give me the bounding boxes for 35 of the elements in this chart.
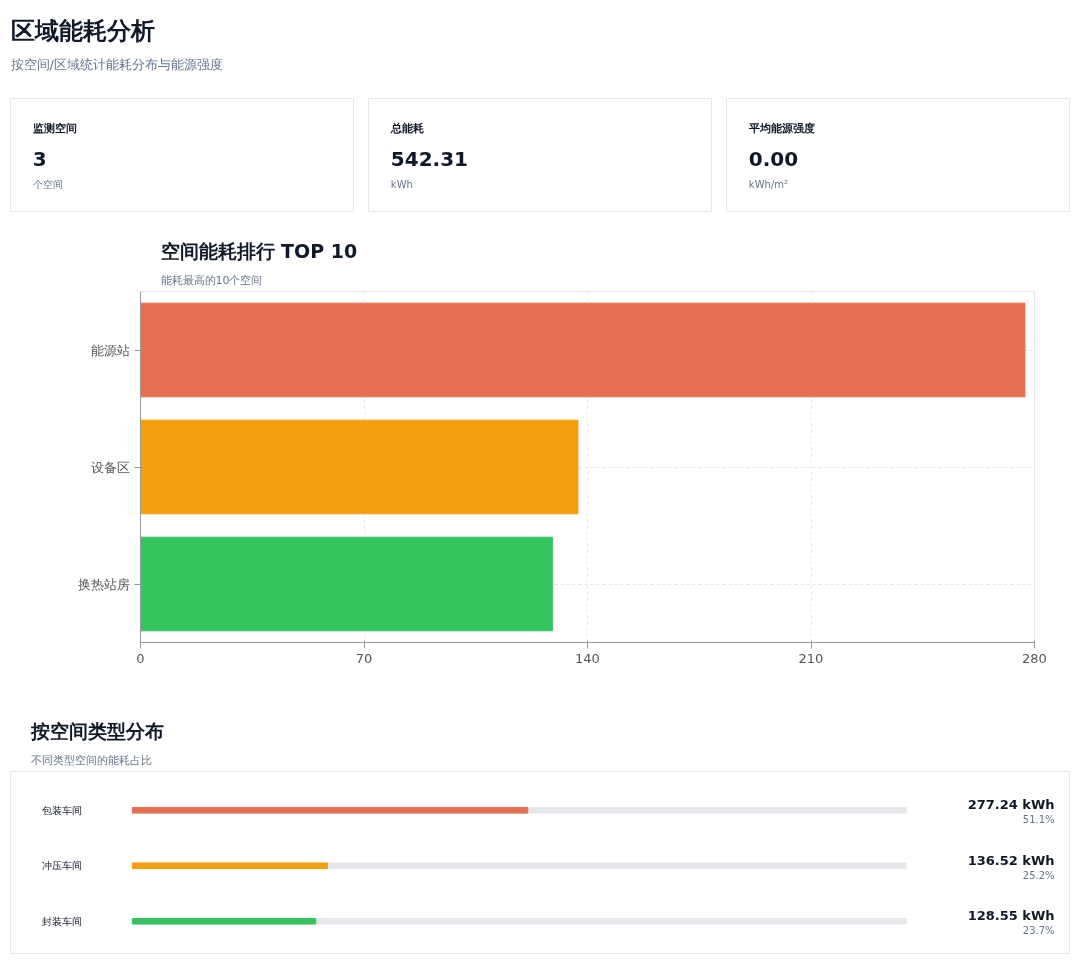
y-tick-label: 设备区	[90, 459, 130, 475]
chart-title: 空间能耗排行 TOP 10	[160, 239, 358, 262]
text: 个空间	[32, 178, 63, 190]
text: 监测空间	[32, 121, 77, 135]
text: 128.55 kWh	[967, 908, 1055, 924]
text: 总能耗	[389, 121, 424, 135]
x-tick-label: 70	[355, 650, 373, 666]
text: 136.52 kWh	[967, 852, 1055, 868]
text: 542.31	[390, 146, 469, 171]
y-tick-label: 能源站	[90, 342, 130, 358]
text: 平均能源强度	[747, 121, 815, 135]
text: 277.24 kWh	[967, 797, 1055, 813]
y-tick-label: 换热站房	[77, 576, 130, 592]
text: 3	[32, 146, 47, 171]
x-tick-label: 280	[1022, 650, 1047, 666]
x-tick-label: 0	[136, 650, 145, 666]
text: kWh/m²	[748, 178, 788, 190]
text: kWh	[390, 178, 413, 190]
text: 0.00	[748, 146, 799, 171]
x-tick-label: 210	[798, 650, 824, 666]
category-label: 冲压车间	[42, 860, 83, 872]
chart-subtitle: 不同类型空间的能耗占比	[30, 753, 152, 767]
chart-title: 按空间类型分布	[29, 719, 164, 742]
bar	[140, 536, 553, 632]
data-label: 25.2%	[1022, 869, 1055, 881]
data-label: 23.7%	[1022, 925, 1055, 937]
bar	[140, 302, 1026, 398]
text: 按空间/区域统计能耗分布与能源强度	[10, 57, 223, 72]
data-label: 51.1%	[1022, 814, 1055, 826]
x-tick-label: 140	[575, 650, 600, 666]
bar	[140, 419, 579, 515]
text: 区域能耗分析	[10, 16, 155, 45]
category-label: 封装车间	[42, 915, 83, 927]
category-label: 包装车间	[42, 804, 83, 816]
chart-subtitle: 能耗最高的10个空间	[160, 273, 263, 287]
